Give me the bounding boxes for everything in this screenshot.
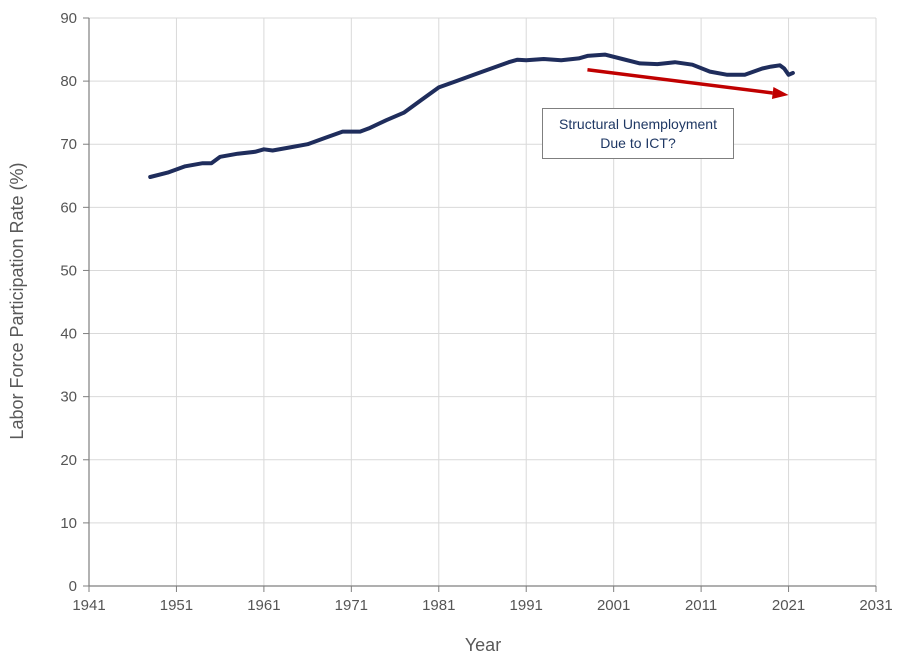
- y-tick-label: 70: [60, 136, 77, 153]
- tick-labels: 1941 1951 1961 1971 1981 1991 2001 2011 2021 2031…: [60, 10, 892, 614]
- x-axis-title: Year: [465, 635, 501, 655]
- y-axis-title: Labor Force Participation Rate (%): [7, 162, 27, 439]
- y-tick-label: 60: [60, 199, 77, 216]
- x-tick-label: 1981: [422, 597, 455, 614]
- x-tick-label: 2031: [859, 597, 892, 614]
- y-tick-label: 90: [60, 10, 77, 27]
- x-tick-label: 1971: [335, 597, 368, 614]
- x-tick-label: 1941: [72, 597, 105, 614]
- x-tick-label: 1961: [247, 597, 280, 614]
- x-tick-label: 2001: [597, 597, 630, 614]
- axes: [83, 17, 877, 592]
- arrow-head: [771, 87, 789, 99]
- y-tick-label: 30: [60, 389, 77, 406]
- y-tick-label: 0: [69, 578, 77, 595]
- y-tick-label: 50: [60, 262, 77, 279]
- x-tick-label: 1951: [160, 597, 193, 614]
- x-tick-label: 1991: [510, 597, 543, 614]
- x-tick-label: 2011: [685, 597, 717, 614]
- data-series: [148, 52, 795, 179]
- y-tick-label: 40: [60, 326, 77, 343]
- annotation-box: Structural Unemployment Due to ICT?: [542, 108, 734, 159]
- grid-lines: [88, 17, 877, 587]
- y-tick-label: 80: [60, 73, 77, 90]
- arrow-shaft: [587, 68, 773, 95]
- series-line: [148, 52, 795, 179]
- trend-arrow: [587, 68, 789, 99]
- y-tick-label: 10: [60, 515, 77, 532]
- y-tick-label: 20: [60, 452, 77, 469]
- x-tick-label: 2021: [772, 597, 805, 614]
